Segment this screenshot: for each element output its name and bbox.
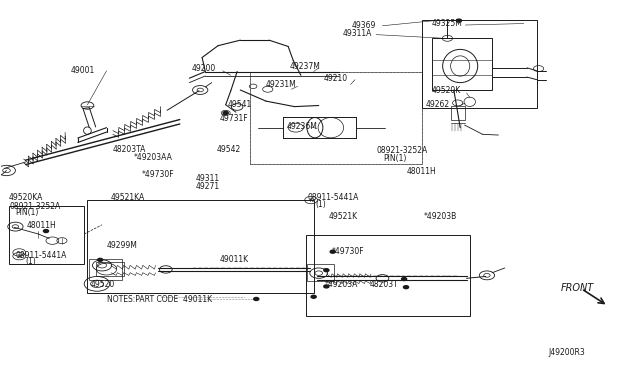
- Text: 08921-3252A: 08921-3252A: [376, 147, 428, 155]
- Text: 49520: 49520: [91, 280, 115, 289]
- Text: *49203B: *49203B: [423, 212, 456, 221]
- Text: *49730F: *49730F: [332, 247, 364, 256]
- Circle shape: [223, 112, 228, 114]
- Text: 48011H: 48011H: [406, 167, 436, 176]
- Text: (1): (1): [26, 257, 36, 266]
- Circle shape: [324, 269, 329, 272]
- Bar: [9, 206, 84, 264]
- Text: 49011K: 49011K: [220, 255, 248, 264]
- Text: 49001: 49001: [70, 66, 95, 75]
- Text: PIN(1): PIN(1): [384, 154, 407, 163]
- Text: 49210: 49210: [323, 74, 348, 83]
- Text: 08911-5441A: 08911-5441A: [15, 251, 67, 260]
- Text: 49271: 49271: [196, 182, 220, 191]
- Text: 08921-3252A: 08921-3252A: [9, 202, 60, 211]
- Text: *49203AA: *49203AA: [134, 153, 173, 162]
- Text: NOTES:PART CODE  49011K: NOTES:PART CODE 49011K: [106, 295, 212, 304]
- Text: J49200R3: J49200R3: [548, 349, 585, 357]
- Text: *49730F: *49730F: [141, 170, 174, 179]
- Text: 49731F: 49731F: [220, 114, 248, 123]
- Text: 49299M: 49299M: [106, 241, 138, 250]
- Bar: [88, 200, 314, 293]
- Text: 49262: 49262: [425, 100, 449, 109]
- Bar: [422, 20, 537, 109]
- Text: 48011H: 48011H: [27, 221, 56, 230]
- Text: 49521KA: 49521KA: [111, 193, 145, 202]
- Text: 49237M: 49237M: [289, 61, 320, 71]
- Bar: [90, 259, 122, 280]
- Text: 49236M: 49236M: [287, 122, 317, 131]
- Bar: [451, 106, 465, 120]
- Text: FRONT: FRONT: [561, 283, 594, 292]
- Text: 49520K: 49520K: [431, 86, 461, 95]
- Bar: [250, 71, 422, 164]
- Text: 49231M: 49231M: [266, 80, 296, 89]
- Text: 49369: 49369: [352, 20, 376, 29]
- Circle shape: [401, 278, 406, 280]
- Text: PIN(1): PIN(1): [15, 208, 39, 217]
- Text: 49200: 49200: [191, 64, 216, 73]
- Text: 49520KA: 49520KA: [9, 193, 44, 202]
- Text: 49325M: 49325M: [431, 19, 462, 28]
- Text: N: N: [17, 254, 21, 259]
- Circle shape: [44, 230, 49, 232]
- Text: 49542: 49542: [217, 145, 241, 154]
- Text: 49521K: 49521K: [328, 212, 357, 221]
- Circle shape: [311, 295, 316, 298]
- Text: (1): (1): [316, 200, 326, 209]
- Text: N: N: [309, 198, 313, 202]
- Circle shape: [456, 19, 461, 22]
- Bar: [250, 71, 422, 164]
- Circle shape: [330, 250, 335, 253]
- Bar: [306, 235, 470, 316]
- Circle shape: [98, 259, 102, 261]
- Circle shape: [403, 286, 408, 289]
- Circle shape: [324, 285, 329, 288]
- Bar: [96, 262, 124, 276]
- Text: 48203T: 48203T: [370, 280, 399, 289]
- Text: *49203A: *49203A: [325, 280, 358, 289]
- Text: 08911-5441A: 08911-5441A: [307, 193, 358, 202]
- Text: 49541: 49541: [228, 100, 252, 109]
- Text: 48203TA: 48203TA: [113, 145, 147, 154]
- Circle shape: [253, 298, 259, 301]
- Text: 49311A: 49311A: [343, 29, 372, 38]
- Bar: [431, 38, 492, 90]
- Bar: [307, 263, 334, 281]
- Text: 49311: 49311: [196, 174, 220, 183]
